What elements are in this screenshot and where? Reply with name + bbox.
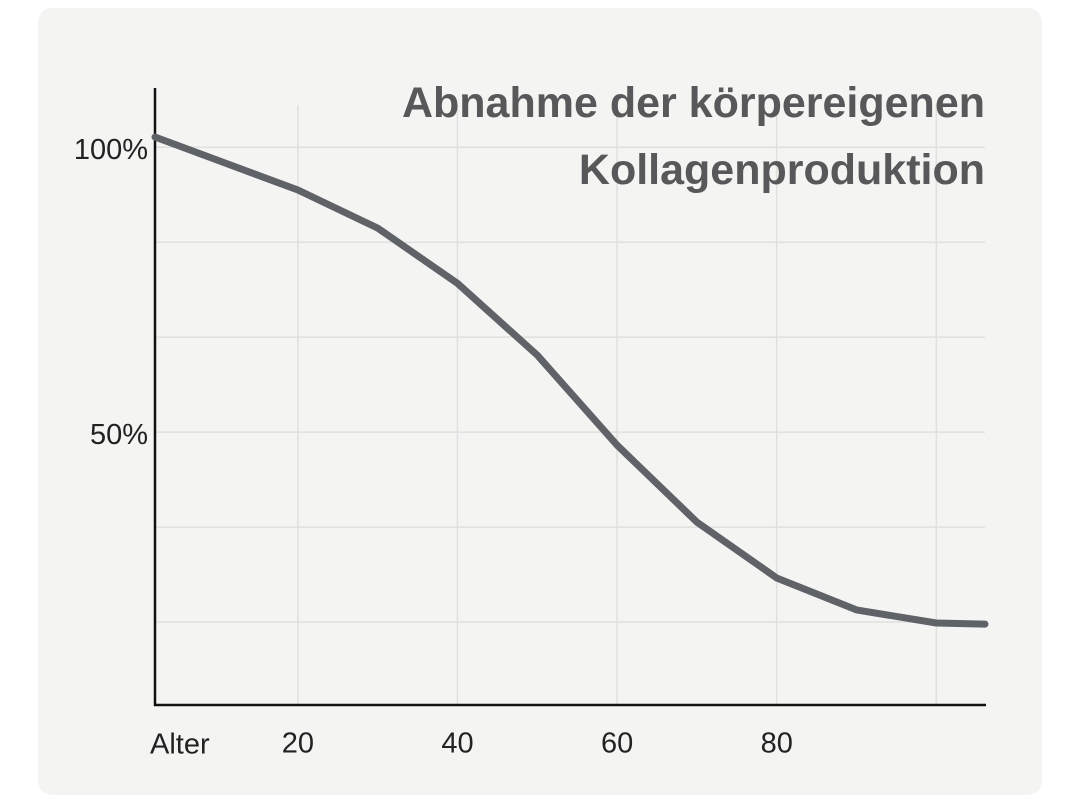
x-axis-label: Alter	[150, 729, 210, 761]
x-tick-label: 20	[282, 728, 314, 760]
chart-title: Abnahme der körpereigenen Kollagenproduk…	[401, 79, 985, 194]
x-tick-label: 40	[441, 728, 473, 760]
x-tick-label: 60	[601, 728, 633, 760]
y-tick-label: 50%	[90, 419, 148, 451]
data-line	[151, 133, 989, 628]
x-tick-label: 80	[761, 728, 793, 760]
y-tick-label: 100%	[74, 134, 148, 166]
chart-card	[38, 8, 1042, 795]
grid	[155, 105, 985, 705]
